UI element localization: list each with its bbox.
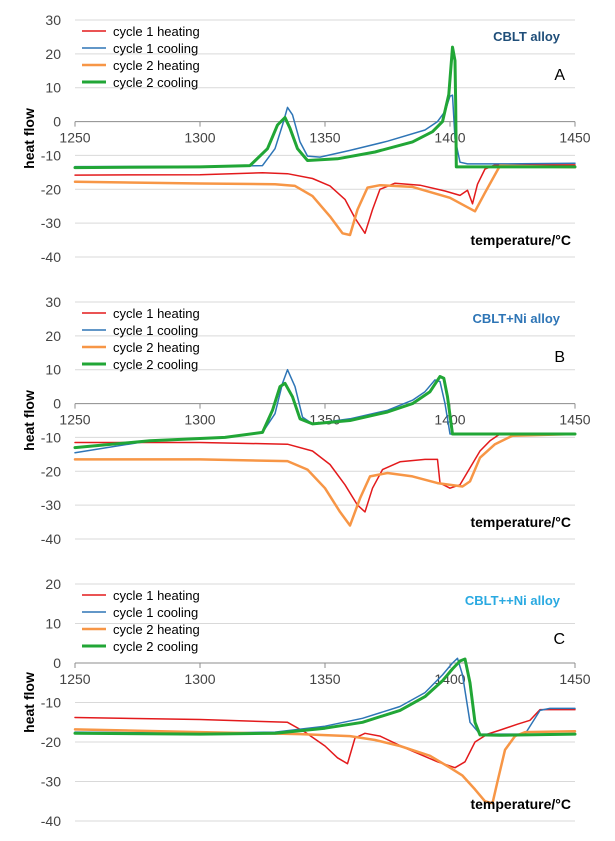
x-tick-label: 1450 bbox=[559, 671, 590, 687]
legend-label: cycle 1 heating bbox=[113, 24, 200, 39]
panel-letter: B bbox=[554, 349, 565, 366]
y-tick-label: -10 bbox=[41, 147, 61, 163]
x-axis-label: temperature/°C bbox=[470, 514, 571, 530]
y-tick-label: -40 bbox=[41, 531, 61, 547]
legend-label: cycle 2 heating bbox=[113, 622, 200, 637]
y-axis-label: heat flow bbox=[21, 390, 37, 451]
y-tick-label: 0 bbox=[53, 114, 61, 130]
legend-label: cycle 1 heating bbox=[113, 588, 200, 603]
series-line-cycle-2-heating bbox=[73, 164, 577, 237]
series-line-cycle-2-heating bbox=[73, 432, 577, 527]
x-tick-label: 1350 bbox=[309, 671, 340, 687]
series-line-cycle-2-cooling bbox=[73, 657, 577, 737]
alloy-label: CBLT++Ni alloy bbox=[465, 593, 561, 608]
x-tick-label: 1450 bbox=[559, 130, 590, 146]
x-tick-label: 1250 bbox=[59, 412, 90, 428]
series-line-cycle-1-heating bbox=[74, 708, 576, 769]
y-tick-label: 20 bbox=[45, 46, 61, 62]
y-tick-label: 0 bbox=[53, 655, 61, 671]
x-tick-label: 1400 bbox=[434, 130, 465, 146]
y-axis-label: heat flow bbox=[21, 108, 37, 169]
alloy-label: CBLT+Ni alloy bbox=[472, 311, 560, 326]
y-tick-label: 10 bbox=[45, 616, 61, 632]
legend-label: cycle 2 heating bbox=[113, 58, 200, 73]
series-line-cycle-2-cooling bbox=[73, 45, 577, 170]
series-line-cycle-2-cooling bbox=[73, 375, 577, 450]
y-tick-label: -10 bbox=[41, 695, 61, 711]
legend-label: cycle 1 heating bbox=[113, 306, 200, 321]
series-line-cycle-2-heating bbox=[73, 728, 577, 805]
y-tick-label: 0 bbox=[53, 396, 61, 412]
legend-label: cycle 1 cooling bbox=[113, 323, 198, 338]
legend-label: cycle 1 cooling bbox=[113, 605, 198, 620]
legend-label: cycle 2 cooling bbox=[113, 639, 198, 654]
alloy-label: CBLT alloy bbox=[493, 29, 561, 44]
x-tick-label: 1300 bbox=[184, 412, 215, 428]
y-tick-label: -30 bbox=[41, 774, 61, 790]
y-tick-label: -20 bbox=[41, 463, 61, 479]
legend-label: cycle 1 cooling bbox=[113, 41, 198, 56]
y-tick-label: 30 bbox=[45, 294, 61, 310]
y-tick-label: -40 bbox=[41, 249, 61, 265]
x-tick-label: 1250 bbox=[59, 130, 90, 146]
y-tick-label: -30 bbox=[41, 497, 61, 513]
y-tick-label: 20 bbox=[45, 576, 61, 592]
panel-letter: A bbox=[554, 67, 565, 84]
legend-label: cycle 2 cooling bbox=[113, 75, 198, 90]
y-tick-label: -20 bbox=[41, 181, 61, 197]
panel-letter: C bbox=[553, 631, 565, 648]
series-line-cycle-1-heating bbox=[74, 433, 576, 513]
y-tick-label: 20 bbox=[45, 328, 61, 344]
y-tick-label: 30 bbox=[45, 12, 61, 28]
x-axis-label: temperature/°C bbox=[470, 232, 571, 248]
x-tick-label: 1300 bbox=[184, 671, 215, 687]
y-tick-label: 10 bbox=[45, 362, 61, 378]
x-tick-label: 1250 bbox=[59, 671, 90, 687]
y-axis-label: heat flow bbox=[21, 672, 37, 733]
series-line-cycle-1-cooling bbox=[74, 657, 576, 735]
y-tick-label: -30 bbox=[41, 215, 61, 231]
x-tick-label: 1450 bbox=[559, 412, 590, 428]
x-axis-label: temperature/°C bbox=[470, 796, 571, 812]
x-tick-label: 1350 bbox=[309, 130, 340, 146]
y-tick-label: -40 bbox=[41, 813, 61, 829]
y-tick-label: -10 bbox=[41, 429, 61, 445]
legend-label: cycle 2 heating bbox=[113, 340, 200, 355]
legend-label: cycle 2 cooling bbox=[113, 357, 198, 372]
x-tick-label: 1300 bbox=[184, 130, 215, 146]
y-tick-label: 10 bbox=[45, 80, 61, 96]
y-tick-label: -20 bbox=[41, 734, 61, 750]
